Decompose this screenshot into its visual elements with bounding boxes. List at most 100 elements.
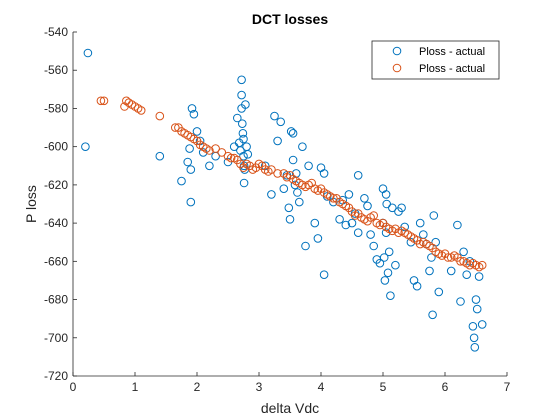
data-point-series-1-35 [270,111,279,121]
data-point-series-1-102 [456,297,465,306]
data-point-series-1-38 [279,184,289,193]
data-point-series-1-44 [288,155,298,165]
data-point-series-1-51 [304,161,313,171]
data-point-series-1-101 [453,220,462,230]
legend-label-series-2: Ploss - actual [419,63,485,75]
data-point-series-1-50 [301,241,310,251]
axes-layer: 0 1 2 3 4 5 6 7 -540 -560 -580 -600 -620 -640 -660 -680… [44,25,511,394]
data-point-series-1-81 [384,247,394,257]
data-point-series-1-21 [237,90,246,100]
data-point-series-2-38 [267,165,276,174]
data-point-series-1-106 [468,322,478,331]
data-point-series-1-52 [310,218,320,228]
data-point-series-1-63 [347,218,357,228]
data-point-series-1-25 [239,134,248,144]
legend-label-series-1: Ploss - actual [419,46,485,58]
data-point-series-2-10 [171,123,180,132]
data-point-series-1-36 [273,136,282,146]
y-tick-label-0: -540 [44,25,68,39]
data-point-series-1-86 [397,203,406,213]
data-point-series-1-49 [298,142,307,151]
data-point-series-1-37 [276,117,286,127]
x-tick-label-7: 7 [504,380,511,394]
data-point-series-1-80 [383,268,393,278]
data-point-series-1-109 [471,295,481,304]
data-point-series-1-13 [205,161,214,171]
data-point-series-1-103 [459,247,468,257]
y-tick-label-3: -600 [44,140,68,154]
data-point-series-1-53 [313,234,323,243]
data-point-series-1-76 [380,276,390,285]
data-point-series-1-70 [369,241,379,251]
data-point-series-1-104 [462,270,472,280]
x-tick-label-4: 4 [318,380,325,394]
data-point-series-2-22 [211,144,220,153]
data-point-series-1-30 [241,100,250,109]
data-point-series-1-47 [293,188,302,197]
points-layer [81,48,487,352]
x-tick-label-5: 5 [380,380,387,394]
data-point-series-1-43 [288,129,298,138]
data-point-series-2-104 [477,260,487,270]
data-point-series-1-100 [446,266,456,276]
data-point-series-1-9 [189,109,199,119]
data-point-series-1-68 [363,201,372,211]
legend-box [371,40,500,80]
y-tick-label-9: -720 [44,369,68,383]
data-point-series-1-111 [474,272,484,281]
data-point-series-1-108 [470,343,480,352]
data-point-series-1-8 [187,104,197,113]
data-point-series-2-9 [155,111,165,121]
x-axis-label: delta Vdc [261,400,319,416]
data-point-series-2-1 [99,96,109,106]
data-point-series-1-62 [344,190,354,199]
data-point-series-1-90 [412,281,422,291]
y-tick-label-6: -660 [44,254,68,268]
data-point-series-2-25 [226,153,236,163]
data-point-series-2-56 [329,194,338,203]
data-point-series-1-5 [186,165,196,174]
data-point-series-1-65 [353,171,363,180]
data-point-series-1-107 [469,333,479,343]
x-tick-label-3: 3 [256,380,263,394]
data-point-series-1-110 [472,304,482,314]
data-point-series-2-21 [205,146,214,155]
data-point-series-1-83 [388,203,397,213]
data-point-series-1-82 [386,291,395,301]
x-tick-label-6: 6 [442,380,449,394]
data-point-series-1-20 [237,75,246,85]
data-point-series-1-28 [239,178,249,188]
legend: Ploss - actual Ploss - actual [371,40,500,80]
data-point-series-1-97 [429,211,439,220]
data-point-series-1-94 [425,266,434,276]
data-point-series-1-2 [155,151,165,161]
data-point-series-1-23 [238,119,247,128]
data-point-series-1-75 [379,253,389,262]
data-point-series-1-32 [243,150,253,159]
data-point-series-2-23 [217,148,227,157]
data-point-series-1-7 [185,144,194,153]
y-tick-label-2: -580 [44,101,68,115]
data-point-series-2-8 [136,106,146,115]
data-point-series-1-69 [366,230,375,239]
data-point-series-1-95 [427,253,436,262]
data-point-series-1-17 [233,113,242,123]
data-point-series-2-93 [443,253,453,262]
x-tick-label-1: 1 [132,380,139,394]
data-point-series-1-91 [415,218,425,228]
data-point-series-1-77 [381,190,391,199]
data-point-series-2-39 [273,169,282,178]
data-point-series-1-6 [186,197,196,207]
data-point-series-1-1 [81,142,90,151]
data-point-series-1-99 [434,287,444,297]
x-tick-label-2: 2 [194,380,201,394]
data-point-series-1-0 [83,48,93,58]
data-point-series-1-72 [375,258,385,268]
y-tick-label-8: -700 [44,331,68,345]
legend-marker-orange [392,63,402,73]
data-point-series-1-55 [319,169,329,178]
data-point-series-1-34 [267,190,276,199]
y-tick-label-7: -680 [44,293,68,307]
